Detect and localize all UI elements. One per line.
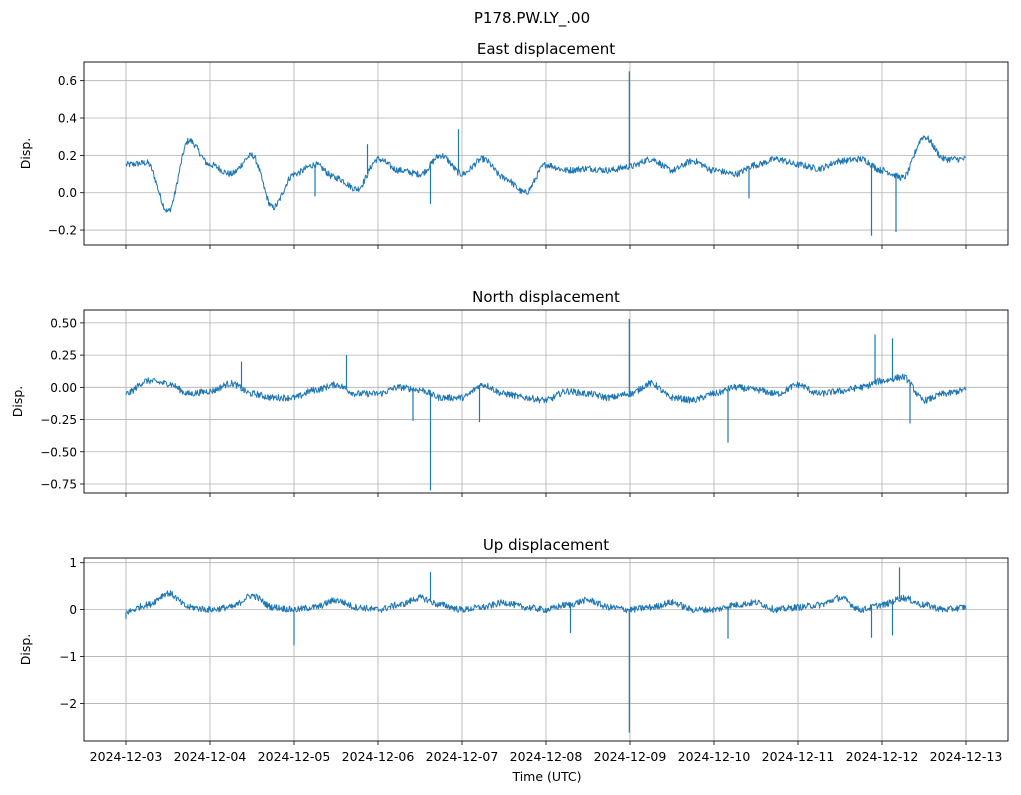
y-tick-label: 0.0 (58, 186, 77, 200)
y-tick-label: 0.2 (58, 149, 77, 163)
axes-frame (83, 557, 1009, 742)
panel-title: Up displacement (483, 536, 609, 554)
x-tick-label: 2024-12-08 (510, 749, 583, 764)
y-tick-label: −1 (59, 650, 77, 664)
series-line (125, 373, 967, 404)
panel-3: −2 −1 0 1 Up displacement Disp. 2024-12-03 2024… (18, 536, 1009, 764)
panel-title: North displacement (472, 288, 620, 306)
y-tick-label: 0.50 (50, 316, 77, 330)
series-line (125, 135, 966, 213)
y-tick-label: −0.50 (40, 445, 77, 459)
y-tick-label: 0.6 (58, 74, 77, 88)
x-tick-label: 2024-12-13 (930, 749, 1003, 764)
x-tick-label: 2024-12-11 (762, 749, 835, 764)
x-tick-label: 2024-12-04 (174, 749, 247, 764)
x-tick-label: 2024-12-06 (342, 749, 415, 764)
figure-suptitle: P178.PW.LY_.00 (474, 9, 590, 28)
y-tick-label: −0.2 (48, 224, 77, 238)
x-axis-label: Time (UTC) (511, 769, 581, 784)
y-tick-label: 0.4 (58, 112, 77, 126)
y-axis-label: Disp. (18, 138, 33, 170)
y-tick-label: −0.75 (40, 477, 77, 491)
panel-1: −0.2 0.0 0.2 0.4 0.6 East displacement Disp. (18, 40, 1009, 249)
x-tick-label: 2024-12-03 (90, 749, 163, 764)
x-tick-label: 2024-12-09 (594, 749, 667, 764)
x-tick-label: 2024-12-10 (678, 749, 751, 764)
x-tick-label: 2024-12-05 (258, 749, 331, 764)
y-tick-label: 0.25 (50, 349, 77, 363)
y-axis-label: Disp. (18, 634, 33, 666)
x-tick-label: 2024-12-07 (426, 749, 499, 764)
y-tick-label: 0 (69, 603, 77, 617)
y-axis-label: Disp. (10, 386, 25, 418)
series-line (125, 590, 967, 615)
y-tick-label: −2 (59, 697, 77, 711)
panel-2: −0.75 −0.50 −0.25 0.00 0.25 0.50 North displac… (10, 288, 1009, 497)
y-tick-label: 0.00 (50, 381, 77, 395)
y-tick-label: 1 (69, 556, 77, 570)
axes-frame (83, 309, 1009, 494)
axes-frame (83, 61, 1009, 246)
panel-title: East displacement (477, 40, 615, 58)
y-tick-label: −0.25 (40, 413, 77, 427)
x-tick-label: 2024-12-12 (846, 749, 919, 764)
